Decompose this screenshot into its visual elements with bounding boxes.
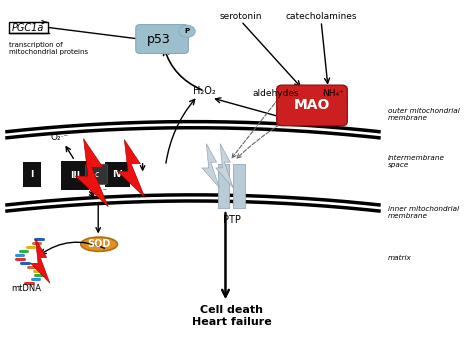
Text: H₂O₂: H₂O₂ [193, 86, 216, 96]
Bar [61, 161, 89, 190]
FancyBboxPatch shape [136, 25, 188, 53]
FancyBboxPatch shape [277, 85, 347, 126]
Text: intermembrane
space: intermembrane space [388, 155, 445, 168]
Polygon shape [31, 239, 50, 283]
Polygon shape [216, 144, 233, 188]
Bar [23, 162, 41, 187]
Text: aldehydes: aldehydes [252, 89, 299, 98]
Bar [218, 164, 229, 209]
Text: MAO: MAO [294, 98, 330, 113]
Circle shape [179, 25, 195, 38]
Polygon shape [75, 139, 108, 207]
Text: PGC1a: PGC1a [12, 23, 45, 32]
Text: Cell death
Heart failure: Cell death Heart failure [192, 305, 272, 327]
Text: O₂·⁻: O₂·⁻ [50, 133, 68, 142]
Text: catecholamines: catecholamines [285, 12, 357, 21]
Text: O₂·⁻: O₂·⁻ [90, 187, 108, 196]
FancyBboxPatch shape [85, 164, 108, 185]
Text: IV: IV [112, 170, 123, 179]
Text: inner mitochondrial
membrane: inner mitochondrial membrane [388, 206, 459, 219]
Text: mtDNA: mtDNA [11, 284, 41, 293]
Text: NH₄⁺: NH₄⁺ [322, 89, 344, 98]
Polygon shape [118, 140, 145, 197]
Bar [233, 164, 245, 209]
Text: c: c [94, 170, 99, 179]
Text: serotonin: serotonin [220, 12, 262, 21]
Polygon shape [202, 144, 219, 188]
Text: p53: p53 [147, 32, 171, 45]
Text: PTP: PTP [223, 215, 241, 225]
Text: III: III [70, 171, 80, 180]
Text: matrix: matrix [388, 255, 411, 261]
Bar [105, 162, 130, 187]
Text: outer mitochondrial
membrane: outer mitochondrial membrane [388, 108, 459, 121]
Text: SOD: SOD [87, 239, 111, 249]
Bar [9, 22, 48, 33]
Text: transcription of
mitochondrial proteins: transcription of mitochondrial proteins [9, 42, 88, 55]
Text: I: I [30, 170, 34, 179]
Ellipse shape [81, 237, 118, 251]
Text: P: P [184, 28, 190, 34]
